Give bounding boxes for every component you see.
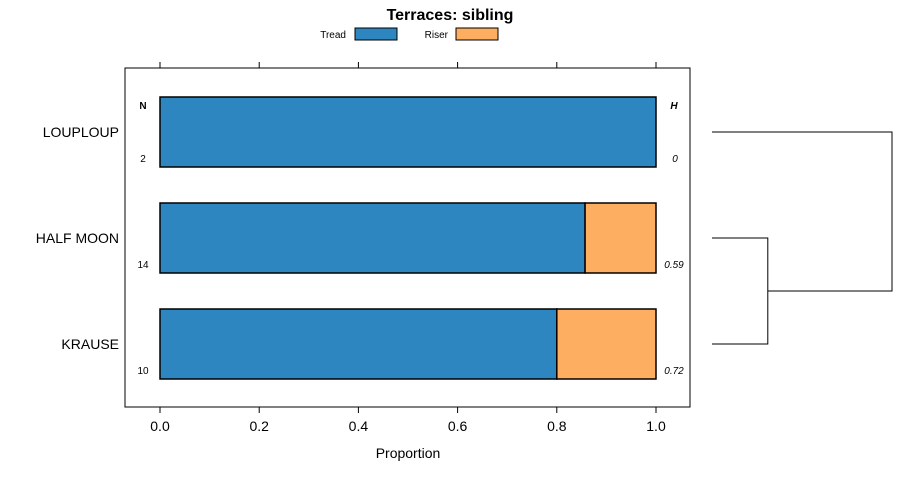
x-tick-label: 0.2 xyxy=(249,418,269,434)
x-tick-label: 1.0 xyxy=(646,418,666,434)
dendrogram-branch-outer xyxy=(712,131,893,292)
category-labels: LOUPLOUP HALF MOON KRAUSE xyxy=(36,124,119,352)
bar-tread-half-moon xyxy=(159,202,586,274)
x-tick-label: 0.8 xyxy=(547,418,567,434)
category-label: HALF MOON xyxy=(36,230,119,246)
top-axis-ticks xyxy=(159,62,657,68)
n-value: 10 xyxy=(137,366,149,377)
legend-swatch-tread xyxy=(354,27,398,41)
legend-label-riser: Riser xyxy=(425,30,449,41)
bars xyxy=(159,96,657,380)
bar-riser-krause xyxy=(556,308,657,380)
h-value: 0.59 xyxy=(664,260,684,271)
category-label: KRAUSE xyxy=(61,336,119,352)
x-tick-label: 0.6 xyxy=(448,418,468,434)
n-value: 14 xyxy=(137,260,149,271)
legend-swatch-riser xyxy=(455,27,499,41)
h-header: H xyxy=(670,101,678,112)
bar-tread-louploup xyxy=(159,96,657,168)
x-tick-label: 0.0 xyxy=(150,418,170,434)
h-value: 0.72 xyxy=(664,366,684,377)
n-header: N xyxy=(139,101,146,112)
category-label: LOUPLOUP xyxy=(43,124,119,140)
h-value: 0 xyxy=(672,154,678,165)
x-tick-label: 0.4 xyxy=(349,418,369,434)
dendrogram-branch-inner xyxy=(712,237,769,345)
x-axis-title: Proportion xyxy=(376,445,441,461)
n-value: 2 xyxy=(140,154,146,165)
bar-tread-krause xyxy=(159,308,558,380)
bottom-axis: 0.0 0.2 0.4 0.6 0.8 1.0 xyxy=(150,407,666,434)
bar-riser-half-moon xyxy=(584,202,657,274)
chart-title: Terraces: sibling xyxy=(387,7,514,24)
legend: Tread Riser xyxy=(320,27,499,41)
plot-panel xyxy=(124,67,691,408)
legend-label-tread: Tread xyxy=(320,30,346,41)
dendrogram xyxy=(712,131,893,345)
n-h-values: 2 0 14 0.59 10 0.72 xyxy=(137,154,684,377)
